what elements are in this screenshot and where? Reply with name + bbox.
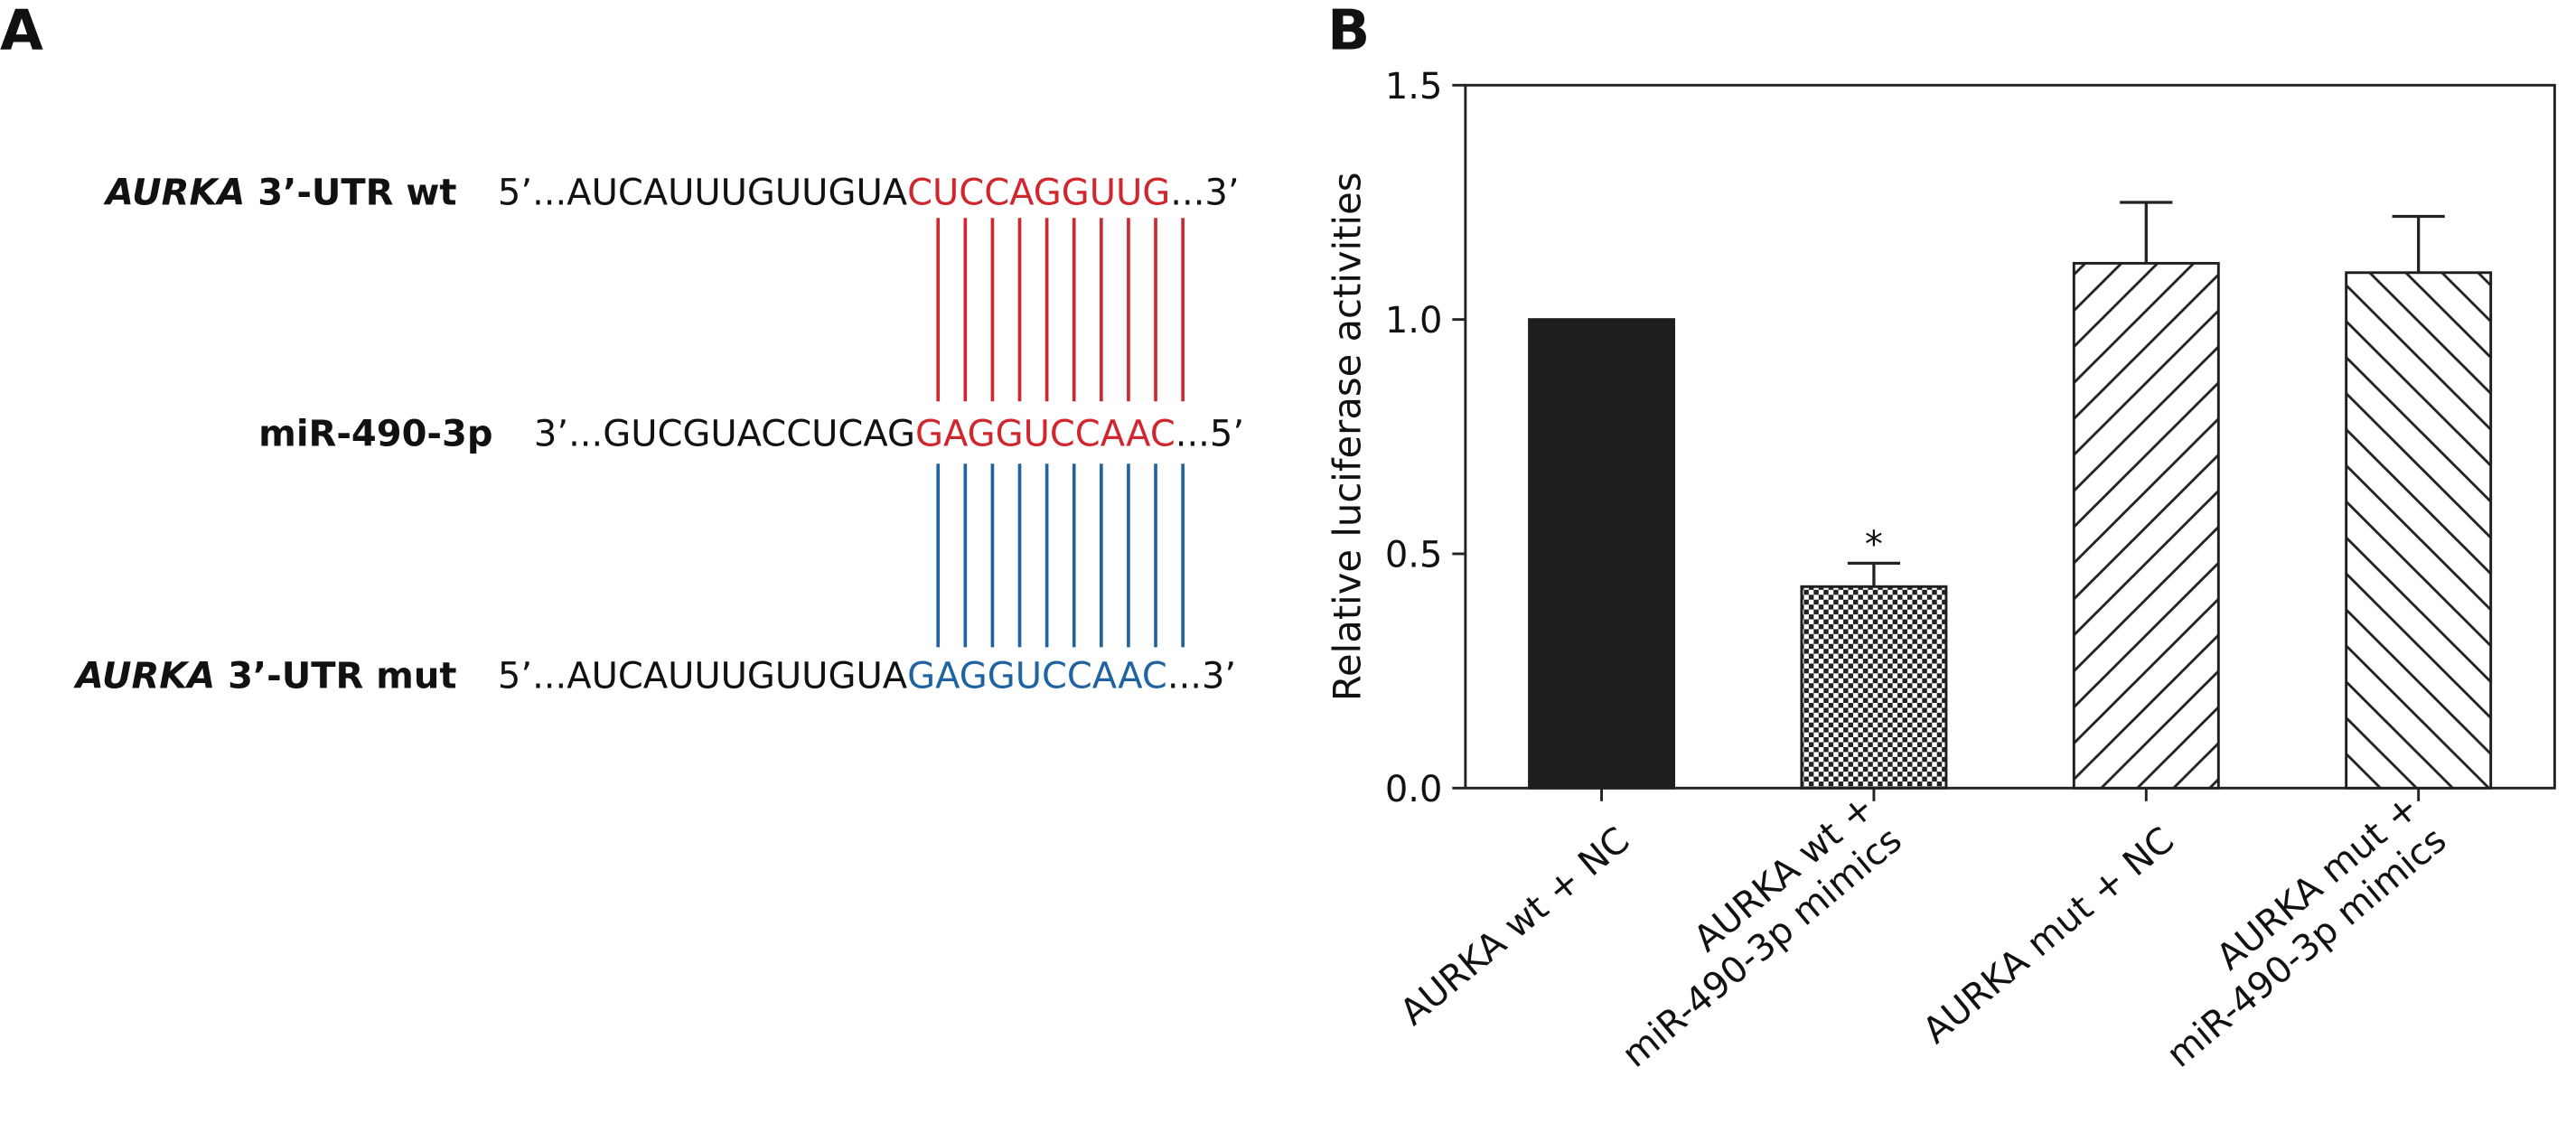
x-tick-label: AURKA wt +miR-490-3p mimics: [1587, 787, 1909, 1076]
label-line: miR-490-3p mimics: [1615, 819, 1910, 1076]
sequence: 5’...AUCAUUUGUUGUACUCCAGGUUG...3’: [498, 173, 1240, 214]
error-bar: [1847, 561, 1901, 587]
sequence: 5’...AUCAUUUGUUGUAGAGGUCCAAC...3’: [498, 656, 1236, 697]
plot-frame: [1464, 83, 2556, 790]
bar: [2072, 261, 2220, 790]
label-line: AURKA mut + NC: [1916, 819, 2182, 1052]
y-tick-label: 1.0: [1385, 300, 1443, 342]
panel-label: B: [1327, 0, 1370, 62]
x-tick-label: AURKA wt + NC: [1392, 819, 1637, 1034]
significance-mark: *: [1865, 524, 1883, 566]
y-tick-label: 0.5: [1385, 535, 1443, 576]
sequence: 3’...GUCGUACCUCAGGAGGUCCAAC...5’: [534, 413, 1244, 454]
bar-chart: 0.0 0.5 1.0 1.5 Relative luciferase activiti…: [1325, 66, 2556, 1076]
label-text: miR-490-3p: [258, 413, 492, 454]
label-text: 3’-UTR wt: [245, 173, 456, 214]
row-label: miR-490-3p: [258, 413, 492, 454]
seq-end: ...3’: [1167, 656, 1236, 697]
x-tick-label: AURKA mut +miR-490-3p mimics: [2131, 787, 2454, 1076]
bar: [1528, 318, 1676, 790]
row-label: AURKA 3’-UTR wt: [103, 173, 456, 214]
y-tick-label: 1.5: [1385, 66, 1443, 108]
y-axis-label: Relative luciferase activities: [1325, 173, 1369, 702]
label-line: AURKA wt + NC: [1392, 819, 1637, 1034]
seq-start: 5’...AUCAUUUGUUGUA: [498, 656, 907, 697]
error-bar: [2120, 201, 2173, 264]
x-tick-label: AURKA mut + NC: [1916, 819, 2182, 1052]
row-label: AURKA 3’-UTR mut: [73, 656, 457, 697]
y-tick-label: 0.0: [1385, 769, 1443, 810]
seq-end: ...5’: [1176, 413, 1244, 454]
sequence-diagram: AURKA 3’-UTR wt 5’...AUCAUUUGUUGUACUCCAGG…: [73, 173, 1244, 697]
label-gene: AURKA: [103, 173, 245, 214]
error-bar: [2392, 214, 2445, 273]
label-line: miR-490-3p mimics: [2159, 819, 2455, 1076]
bar: [2345, 271, 2493, 790]
seq-start: 5’...AUCAUUUGUUGUA: [498, 173, 907, 214]
seq-start: 3’...GUCGUACCUCAG: [534, 413, 915, 454]
label-text: 3’-UTR mut: [215, 656, 456, 697]
seq-match: GAGGUCCAAC: [907, 656, 1167, 697]
seq-match: GAGGUCCAAC: [915, 413, 1176, 454]
seq-match: CUCCAGGUUG: [907, 173, 1170, 214]
panel-label: A: [0, 0, 43, 62]
bar: [1800, 585, 1948, 790]
label-gene: AURKA: [73, 656, 215, 697]
seq-end: ...3’: [1170, 173, 1239, 214]
